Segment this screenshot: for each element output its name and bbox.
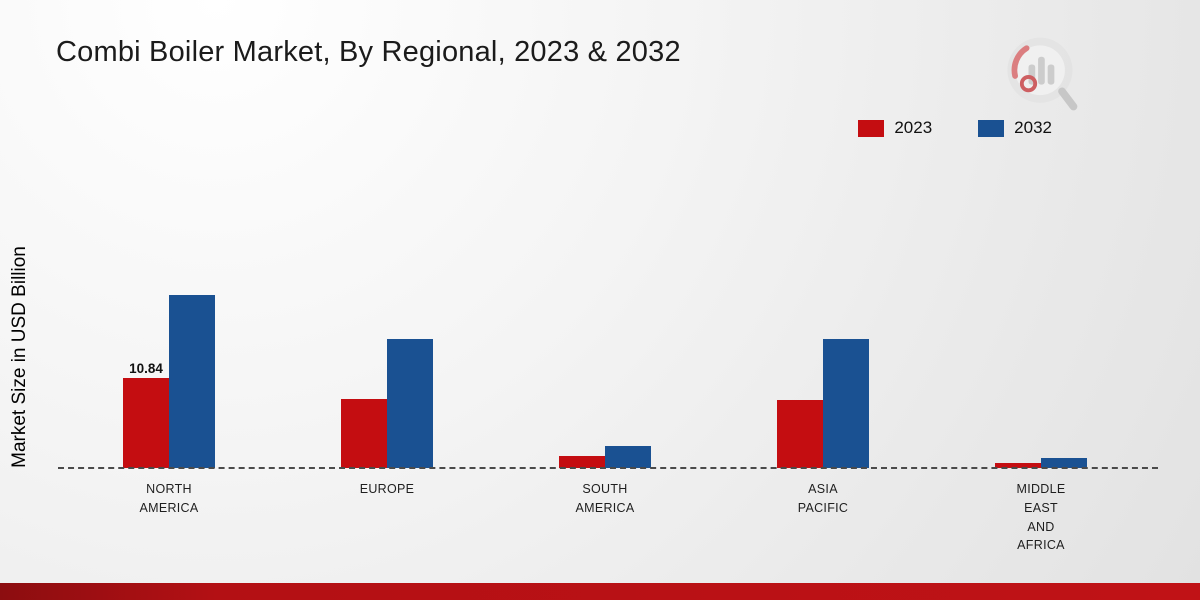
- bar-2032-region-4: [1041, 458, 1087, 468]
- bar-group: MIDDLE EAST AND AFRICA: [932, 268, 1150, 552]
- bar-value-label: 10.84: [129, 360, 163, 376]
- legend-item-2032: 2032: [978, 118, 1052, 138]
- bar-group: ASIA PACIFIC: [714, 268, 932, 515]
- category-label: ASIA PACIFIC: [797, 482, 849, 515]
- brand-logo-icon: [992, 30, 1088, 125]
- bar-2023-region-4: [995, 463, 1041, 468]
- x-axis-baseline: [58, 467, 1158, 469]
- bar-2023-region-0: [123, 377, 169, 468]
- bar-group: 10.84 NORTH AMERICA: [60, 268, 278, 515]
- bar-2023-region-1: [341, 398, 387, 468]
- legend-item-2023: 2023: [858, 118, 932, 138]
- bar-2032-region-0: [169, 294, 215, 468]
- legend-swatch-2023: [858, 119, 885, 137]
- bar-2032-region-1: [387, 338, 433, 468]
- category-label: NORTH AMERICA: [139, 482, 199, 515]
- bar-group: SOUTH AMERICA: [496, 268, 714, 515]
- chart-title: Combi Boiler Market, By Regional, 2023 &…: [56, 36, 681, 68]
- legend-label: 2023: [894, 118, 933, 137]
- bar-2023-region-3: [777, 399, 823, 468]
- legend-label: 2032: [1014, 118, 1052, 137]
- category-label: MIDDLE EAST AND AFRICA: [1016, 482, 1066, 553]
- category-label: SOUTH AMERICA: [575, 482, 635, 515]
- legend-swatch-2032: [978, 119, 1005, 137]
- footer-band: [0, 583, 1200, 600]
- legend: 2023 2032: [858, 118, 1052, 138]
- y-axis-label: Market Size in USD Billion: [9, 246, 30, 468]
- bar-2032-region-3: [823, 338, 869, 468]
- category-label: EUROPE: [359, 482, 415, 496]
- plot-area: 10.84 NORTH AMERICA EUROPE SOUTH AMERICA ASI…: [60, 268, 1150, 552]
- bar-group: EUROPE: [278, 268, 496, 496]
- bar-2023-region-2: [559, 455, 605, 468]
- bar-2032-region-2: [605, 445, 651, 468]
